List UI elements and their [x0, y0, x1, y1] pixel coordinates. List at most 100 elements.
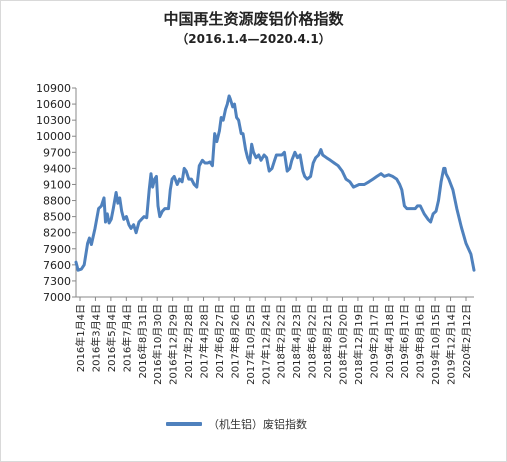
- data-point: [444, 172, 448, 175]
- data-point: [106, 212, 109, 216]
- data-point: [226, 102, 229, 106]
- data-point: [379, 172, 383, 175]
- y-tick-label: 8200: [43, 227, 71, 240]
- data-point: [303, 175, 306, 178]
- data-point: [90, 243, 93, 246]
- data-point: [344, 177, 348, 181]
- data-point: [220, 116, 223, 119]
- data-point: [363, 183, 366, 186]
- y-tick-label: 8800: [43, 195, 71, 208]
- data-point: [387, 173, 390, 176]
- data-point: [288, 167, 291, 170]
- x-tick-label: 2018年12月19日: [352, 304, 365, 385]
- data-point: [447, 177, 450, 181]
- x-tick-label: 2019年2月17日: [367, 304, 380, 379]
- data-point: [437, 199, 440, 202]
- y-tick-label: 8500: [43, 211, 71, 224]
- data-point: [97, 207, 100, 210]
- data-point: [148, 188, 151, 191]
- data-point: [455, 207, 458, 210]
- data-point: [151, 185, 154, 189]
- y-tick-label: 10900: [36, 82, 71, 95]
- data-point: [280, 153, 283, 157]
- data-point: [309, 175, 312, 178]
- data-point: [329, 159, 332, 162]
- data-point: [431, 212, 435, 216]
- data-point: [155, 175, 158, 178]
- data-point: [464, 242, 468, 245]
- data-point: [149, 172, 153, 175]
- data-point: [336, 164, 340, 167]
- data-point: [198, 164, 201, 167]
- data-point: [102, 196, 106, 200]
- data-point: [127, 223, 131, 226]
- data-point: [265, 156, 268, 159]
- data-point: [296, 156, 299, 159]
- data-point: [229, 97, 232, 100]
- x-tick-label: 2017年8月26日: [228, 304, 241, 379]
- data-point: [153, 177, 156, 181]
- data-point: [86, 242, 89, 245]
- data-point: [423, 212, 426, 216]
- data-point: [244, 148, 247, 151]
- data-point: [93, 227, 97, 230]
- data-point: [80, 267, 83, 271]
- legend-swatch: [166, 422, 202, 426]
- data-point: [176, 183, 179, 186]
- data-point: [134, 231, 138, 234]
- data-point: [161, 210, 164, 213]
- data-point: [185, 169, 188, 173]
- x-tick-label: 2019年8月16日: [414, 304, 427, 379]
- data-point: [398, 183, 401, 186]
- data-point: [314, 156, 317, 159]
- x-tick-label: 2020年2月12日: [460, 304, 473, 379]
- x-tick-label: 2018年4月23日: [290, 304, 303, 379]
- data-point: [125, 215, 128, 218]
- x-tick-label: 2019年4月18日: [383, 304, 396, 379]
- data-point: [173, 175, 176, 178]
- x-tick-label: 2016年5月4日: [105, 304, 118, 372]
- data-point: [375, 175, 379, 178]
- data-point: [439, 180, 443, 183]
- data-point: [325, 156, 328, 159]
- data-point: [293, 151, 297, 154]
- data-point: [257, 153, 260, 157]
- data-point: [180, 180, 184, 183]
- data-point: [215, 140, 218, 143]
- data-point: [429, 220, 432, 224]
- data-point: [156, 204, 160, 208]
- data-point: [405, 207, 409, 210]
- data-point: [190, 177, 193, 181]
- data-point: [434, 210, 438, 213]
- data-point: [451, 188, 455, 191]
- data-point: [237, 119, 240, 122]
- data-point: [112, 207, 115, 210]
- x-tick-label: 2016年1月4日: [74, 304, 87, 372]
- data-point: [400, 188, 403, 191]
- series-line: [74, 94, 476, 272]
- data-point: [416, 204, 419, 208]
- data-point: [163, 207, 167, 210]
- data-point: [371, 177, 375, 181]
- data-point: [241, 132, 245, 135]
- data-point: [137, 220, 141, 224]
- data-point: [76, 269, 80, 272]
- data-point: [319, 148, 323, 151]
- data-point: [206, 161, 209, 165]
- legend: （机生铝）废铝指数: [166, 416, 307, 432]
- x-tick-label: 2016年7月4日: [120, 304, 133, 372]
- data-point: [469, 252, 473, 256]
- data-point: [275, 153, 278, 157]
- data-point: [312, 161, 315, 165]
- x-tick-label: 2017年12月24日: [259, 304, 272, 385]
- data-point: [116, 202, 120, 205]
- data-point: [183, 167, 186, 170]
- data-point: [224, 108, 227, 111]
- y-tick-label: 7600: [43, 259, 71, 272]
- data-point: [254, 156, 258, 159]
- x-tick-label: 2019年12月14日: [445, 304, 458, 385]
- x-tick-label: 2017年2月28日: [182, 304, 195, 379]
- data-point: [333, 161, 336, 165]
